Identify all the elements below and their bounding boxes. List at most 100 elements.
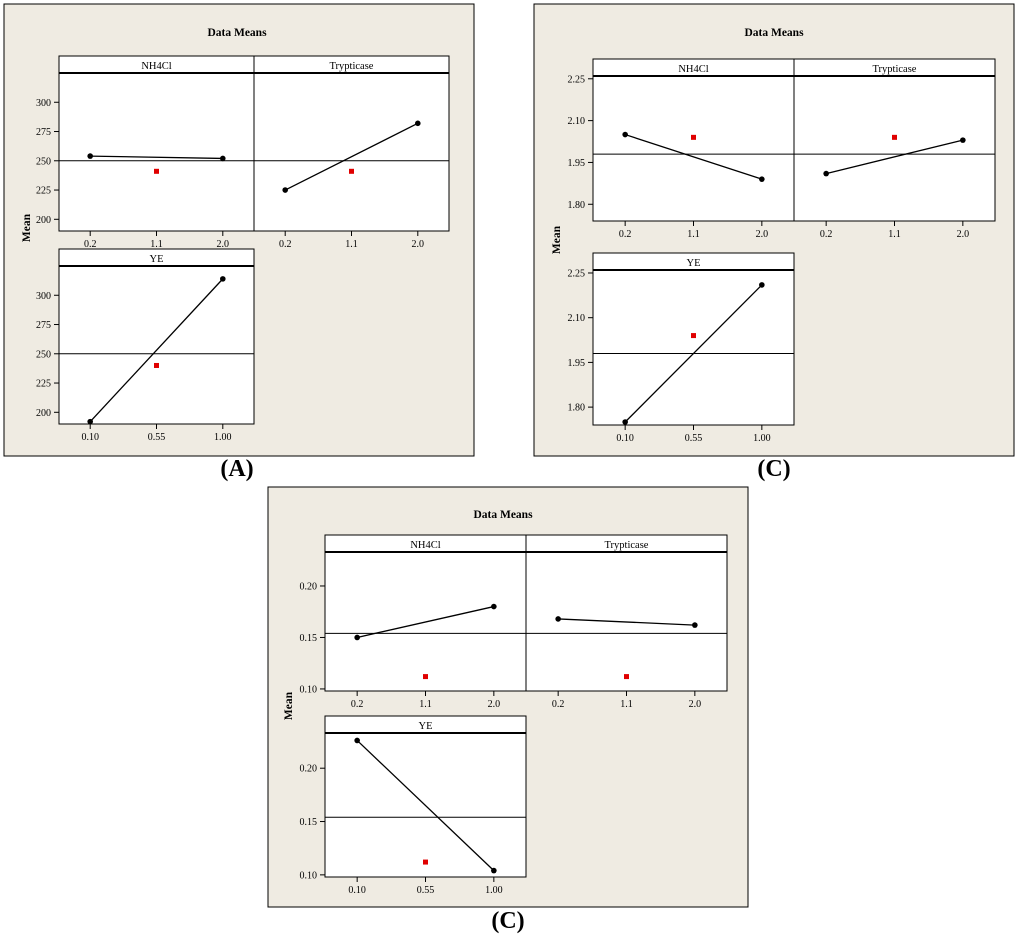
- plot-area: [324, 534, 527, 692]
- figure-label: (C): [757, 456, 790, 482]
- x-tick-label: 1.1: [888, 229, 901, 240]
- x-tick-label: 2.0: [689, 699, 702, 710]
- x-tick-label: 2.0: [412, 239, 425, 250]
- y-tick-label: 0.20: [300, 764, 318, 775]
- plot-area: [525, 534, 728, 692]
- panel-header: NH4Cl: [141, 61, 171, 72]
- x-tick-label: 0.2: [279, 239, 292, 250]
- chart-1: Data Means Mean NH4Cl 0.2 1.1 2.0 200 225 250 275…: [3, 3, 475, 457]
- center-point-marker: [892, 134, 897, 140]
- data-point-high: [220, 276, 226, 282]
- center-point-marker: [154, 362, 159, 368]
- figure-label: (A): [220, 456, 253, 482]
- center-point-marker: [423, 859, 428, 865]
- x-tick-label: 1.00: [485, 885, 503, 896]
- panel-nh4cl: NH4Cl 0.2 1.1 2.0 0.10 0.15 0.20: [300, 534, 527, 710]
- x-tick-label: 1.1: [419, 699, 432, 710]
- y-tick-label: 300: [36, 291, 51, 302]
- data-point-low: [87, 418, 93, 425]
- data-point-high: [220, 155, 226, 162]
- data-point-low: [622, 131, 628, 138]
- x-tick-label: 2.0: [957, 229, 970, 240]
- x-tick-label: 1.1: [620, 699, 633, 710]
- y-tick-label: 1.95: [568, 158, 586, 169]
- series-line: [89, 278, 224, 423]
- y-tick-label: 0.10: [300, 684, 318, 695]
- chart-title: Data Means: [207, 27, 267, 39]
- x-tick-label: 0.2: [84, 239, 97, 250]
- data-point-high: [960, 137, 966, 143]
- center-point-marker: [691, 333, 696, 339]
- data-point-low: [354, 634, 360, 641]
- x-tick-label: 2.0: [217, 239, 230, 250]
- x-tick-label: 1.1: [345, 239, 358, 250]
- panel-nh4cl: NH4Cl 0.2 1.1 2.0 1.80 1.95 2.10 2.25: [568, 58, 795, 240]
- data-point-high: [415, 120, 421, 127]
- y-tick-label: 2.10: [568, 313, 586, 324]
- y-tick-label: 1.80: [568, 200, 586, 211]
- panel-trypticase: Trypticase 0.2 1.1 2.0: [793, 58, 996, 240]
- series-line: [284, 122, 419, 191]
- y-tick-label: 0.15: [300, 633, 318, 644]
- y-axis-label: Mean: [21, 213, 33, 242]
- x-tick-label: 1.1: [150, 239, 163, 250]
- y-tick-label: 200: [36, 215, 51, 226]
- data-point-low: [555, 616, 561, 622]
- panel-ye: YE 0.10 0.55 1.00 200 225 250 275 300: [36, 248, 255, 443]
- x-tick-label: 0.55: [685, 433, 703, 444]
- x-tick-label: 1.00: [753, 433, 771, 444]
- data-point-high: [491, 867, 497, 874]
- x-tick-label: 0.10: [81, 432, 99, 443]
- panel-header: YE: [687, 258, 701, 269]
- y-tick-label: 275: [36, 320, 51, 331]
- data-point-high: [491, 603, 497, 610]
- y-tick-label: 0.15: [300, 817, 318, 828]
- center-point-marker: [624, 674, 629, 680]
- x-tick-label: 0.2: [552, 699, 565, 710]
- x-tick-label: 1.1: [687, 229, 700, 240]
- panel-header: YE: [419, 721, 433, 732]
- x-tick-label: 2.0: [488, 699, 501, 710]
- y-axis-label: Mean: [283, 691, 295, 720]
- panel-ye: YE 0.10 0.55 1.00 0.10 0.15 0.20: [300, 715, 527, 896]
- x-tick-label: 0.55: [148, 432, 166, 443]
- data-point-low: [282, 187, 289, 193]
- y-axis-label: Mean: [551, 225, 563, 254]
- panel-nh4cl: NH4Cl 0.2 1.1 2.0 200 225 250 275 300: [36, 55, 255, 250]
- data-point-high: [759, 282, 765, 288]
- y-tick-label: 2.10: [568, 116, 586, 127]
- figure-label: (C): [491, 908, 524, 934]
- y-tick-label: 2.25: [568, 268, 586, 279]
- y-tick-label: 275: [36, 127, 51, 138]
- y-tick-label: 1.95: [568, 358, 586, 369]
- x-tick-label: 2.0: [756, 229, 769, 240]
- panel-trypticase: Trypticase 0.2 1.1 2.0: [525, 534, 728, 710]
- y-tick-label: 2.25: [568, 74, 586, 85]
- y-tick-label: 300: [36, 98, 51, 109]
- data-point-high: [759, 176, 765, 182]
- panel-header: Trypticase: [873, 64, 917, 75]
- y-tick-label: 0.20: [300, 581, 318, 592]
- chart-title: Data Means: [473, 509, 533, 521]
- data-point-high: [692, 622, 698, 628]
- x-tick-label: 0.10: [348, 885, 366, 896]
- chart-2: Data Means Mean NH4Cl 0.2 1.1 2.0 1.80 1.95 2.10…: [533, 3, 1015, 457]
- center-point-marker: [423, 674, 428, 680]
- y-tick-label: 250: [36, 349, 51, 360]
- data-point-low: [354, 737, 360, 744]
- y-tick-label: 200: [36, 408, 51, 419]
- panel-header: Trypticase: [330, 61, 374, 72]
- plot-area: [592, 252, 795, 426]
- panel-ye: YE 0.10 0.55 1.00 1.80 1.95 2.10 2.25: [568, 252, 795, 444]
- x-tick-label: 0.55: [417, 885, 435, 896]
- x-tick-label: 0.10: [616, 433, 634, 444]
- x-tick-label: 0.2: [619, 229, 632, 240]
- plot-area: [253, 55, 450, 232]
- plot-area: [592, 58, 795, 222]
- series-line: [624, 284, 763, 423]
- x-tick-label: 0.2: [820, 229, 833, 240]
- data-point-low: [87, 153, 93, 159]
- chart-title: Data Means: [744, 27, 804, 39]
